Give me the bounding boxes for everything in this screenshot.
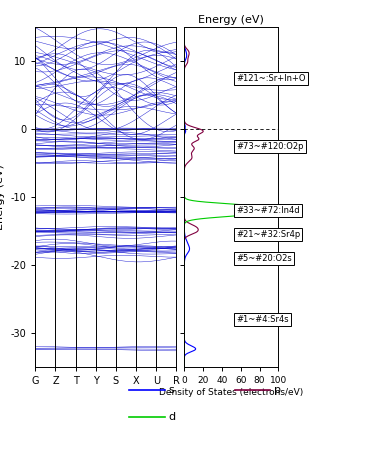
Text: #121~:Sr+In+O: #121~:Sr+In+O	[236, 74, 305, 82]
X-axis label: Density of States (electrons/eV): Density of States (electrons/eV)	[159, 388, 303, 397]
Text: #73~#120:O2p: #73~#120:O2p	[236, 142, 303, 150]
Text: p: p	[274, 385, 281, 395]
Text: #33~#72:In4d: #33~#72:In4d	[236, 206, 299, 215]
Title: Energy (eV): Energy (eV)	[198, 15, 264, 25]
Text: #5~#20:O2s: #5~#20:O2s	[236, 254, 292, 263]
Text: #1~#4:Sr4s: #1~#4:Sr4s	[236, 315, 289, 324]
Text: #21~#32:Sr4p: #21~#32:Sr4p	[236, 230, 300, 239]
Text: d: d	[169, 412, 176, 422]
Text: s: s	[169, 385, 174, 395]
Y-axis label: Energy (eV): Energy (eV)	[0, 164, 5, 230]
